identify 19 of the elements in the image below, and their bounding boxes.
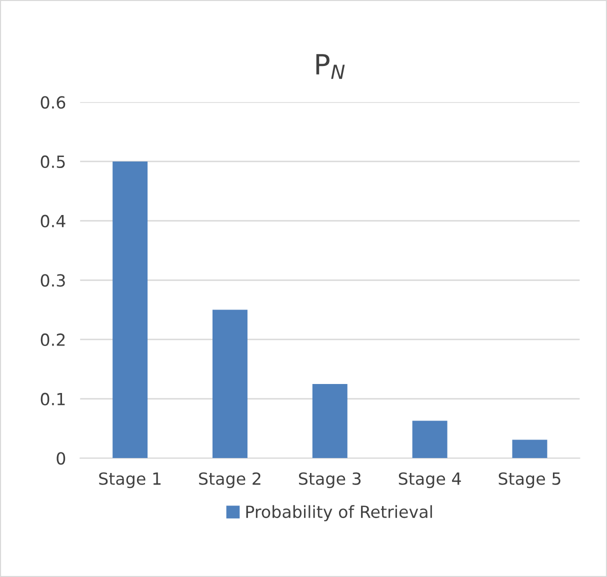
x-tick-label: Stage 5 xyxy=(498,472,560,488)
legend-label: Probability of Retrieval xyxy=(246,505,432,522)
x-tick-label: Stage 1 xyxy=(99,472,161,488)
x-tick-label: Stage 4 xyxy=(398,472,461,488)
y-tick-label: 0.1 xyxy=(40,392,65,406)
bar xyxy=(412,420,448,458)
y-tick-label: 0.5 xyxy=(40,155,65,168)
bar xyxy=(212,310,248,458)
x-tick-label: Stage 2 xyxy=(199,472,260,488)
x-tick-label: Stage 3 xyxy=(298,472,361,488)
bar xyxy=(112,161,148,458)
y-tick-label: 0.6 xyxy=(40,96,66,109)
bar xyxy=(512,440,548,458)
y-tick-label: 0 xyxy=(56,452,66,465)
bar xyxy=(312,384,348,458)
chart-title: P$_{N}$ xyxy=(316,54,345,79)
y-tick-label: 0.2 xyxy=(40,333,65,346)
y-tick-label: 0.3 xyxy=(40,274,65,287)
y-tick-label: 0.4 xyxy=(40,214,66,228)
